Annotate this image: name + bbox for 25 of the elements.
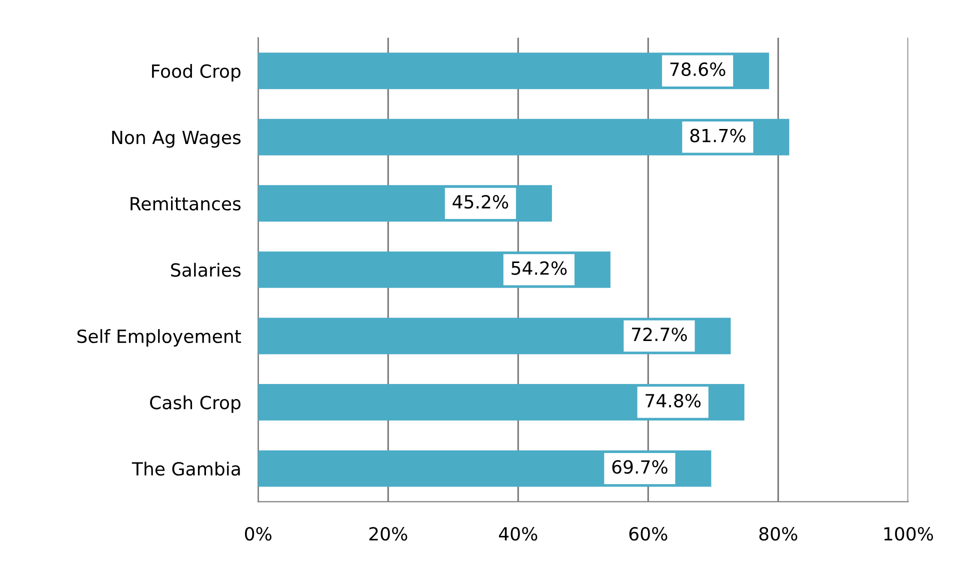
data-label: 74.8% (646, 394, 701, 408)
bar (258, 450, 712, 487)
data-label: 81.7% (690, 128, 746, 142)
data-label: 45.2% (452, 194, 508, 209)
x-tick-label: 40% (498, 527, 538, 541)
y-tick-label: Remittances (130, 196, 241, 211)
x-tick-label: 20% (369, 527, 408, 541)
data-label: 78.6% (670, 62, 726, 76)
bar (258, 318, 731, 354)
bar (258, 52, 770, 90)
y-tick-label: Non Ag Wages (112, 130, 241, 148)
y-tick-label: Cash Crop (150, 395, 240, 413)
bar (258, 384, 744, 420)
x-tick-label: 100% (884, 527, 934, 541)
x-tick-label: 0% (244, 527, 272, 541)
y-tick-label: The Gambia (132, 462, 240, 476)
data-label: 54.2% (512, 261, 567, 275)
x-tick-label: 60% (629, 527, 668, 541)
y-tick-label: Salaries (171, 262, 241, 277)
y-tick-label: Food Crop (152, 64, 240, 82)
data-label: 72.7% (632, 328, 687, 342)
x-tick-label: 80% (759, 527, 798, 541)
bar (258, 118, 790, 156)
data-label: 69.7% (612, 460, 668, 474)
y-tick-label: Self Employement (77, 329, 242, 347)
